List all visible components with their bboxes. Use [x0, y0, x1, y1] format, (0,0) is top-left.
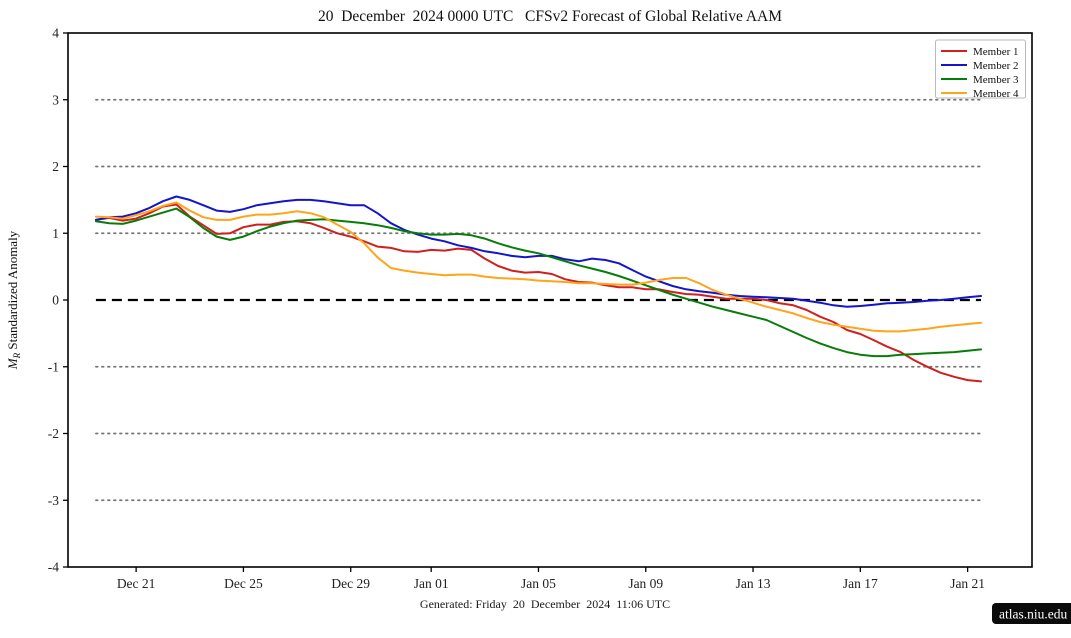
x-tick-label-jan-09: Jan 09: [628, 576, 663, 591]
legend: Member 1 Member 2 Member 3 Member 4: [935, 39, 1026, 100]
series-line-member-2: [94, 195, 982, 308]
legend-label-member-3: Member 3: [973, 74, 1019, 86]
site-badge-text: atlas.niu.edu: [999, 607, 1067, 622]
x-tick-label-dec-21: Dec 21: [117, 576, 156, 591]
legend-label-member-4: Member 4: [973, 88, 1019, 100]
x-tick-label-jan-17: Jan 17: [843, 576, 878, 591]
x-tick-label-jan-21: Jan 21: [950, 576, 985, 591]
y-tick-label-1: 1: [52, 226, 59, 241]
x-tick-label-dec-25: Dec 25: [224, 576, 263, 591]
axis-tick-layer: 4 3 2 1 0 -1 -2 -3 -4 Dec 21 Dec 25 Dec 29 Jan 01 Jan…: [48, 26, 985, 592]
legend-label-member-2: Member 2: [973, 60, 1019, 72]
y-tick-label--3: -3: [48, 493, 59, 508]
y-axis-label: MR Standardized Anomaly: [5, 230, 22, 370]
y-tick-label--1: -1: [48, 359, 59, 374]
y-tick-label--2: -2: [48, 426, 59, 441]
x-tick-label-jan-01: Jan 01: [414, 576, 449, 591]
site-badge: atlas.niu.edu: [992, 603, 1071, 624]
y-tick-label-2: 2: [52, 159, 59, 174]
y-axis-label-var: M: [5, 357, 20, 370]
generated-caption: Generated: Friday 20 December 2024 11:06…: [420, 597, 670, 611]
y-tick-label-4: 4: [52, 26, 59, 41]
site-badge-background: [992, 603, 1071, 624]
gridline-layer: [95, 98, 982, 502]
legend-box: [935, 39, 1026, 99]
series-line-member-4: [94, 201, 982, 333]
y-tick-label-3: 3: [52, 92, 59, 107]
series-layer: [94, 195, 982, 383]
y-axis-label-rest: Standardized Anomaly: [5, 230, 20, 353]
y-tick-label--4: -4: [48, 560, 59, 575]
series-line-member-3: [94, 207, 982, 358]
series-line-member-1: [94, 203, 982, 383]
plot-frame: [67, 32, 1033, 568]
y-axis-label-subscript: R: [12, 352, 22, 359]
y-tick-label-0: 0: [52, 293, 59, 308]
x-tick-label-jan-13: Jan 13: [736, 576, 771, 591]
x-tick-label-jan-05: Jan 05: [521, 576, 556, 591]
legend-label-member-1: Member 1: [973, 46, 1019, 58]
x-tick-label-dec-29: Dec 29: [331, 576, 370, 591]
chart-title: 20 December 2024 0000 UTC CFSv2 Forecast…: [318, 8, 782, 25]
